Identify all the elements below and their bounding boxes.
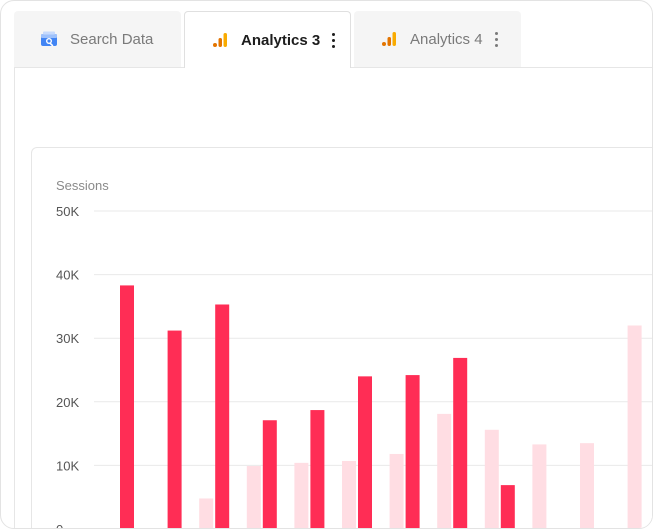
bar-primary[interactable] bbox=[120, 285, 134, 529]
bar-secondary[interactable] bbox=[342, 460, 356, 529]
bar-primary[interactable] bbox=[405, 375, 420, 529]
tab-bar: Search Data Analytics 3 Analytics 4 bbox=[14, 11, 652, 68]
tab-search-data[interactable]: Search Data bbox=[14, 11, 181, 67]
sessions-bar-chart: Sessions 0 10K 20K 30K 40K 50K bbox=[56, 178, 652, 529]
more-vertical-icon[interactable] bbox=[332, 32, 336, 48]
bar-primary[interactable] bbox=[500, 485, 515, 529]
y-tick-label: 0 bbox=[56, 522, 63, 529]
tab-analytics-3[interactable]: Analytics 3 bbox=[184, 11, 351, 68]
y-tick-label: 50K bbox=[56, 204, 79, 219]
y-tick-label: 10K bbox=[56, 458, 79, 473]
bar-primary[interactable] bbox=[215, 304, 230, 529]
more-vertical-icon[interactable] bbox=[494, 31, 498, 47]
y-axis-title: Sessions bbox=[56, 178, 109, 193]
y-tick-label: 20K bbox=[56, 395, 79, 410]
tab-label: Search Data bbox=[70, 30, 154, 48]
bar-secondary[interactable] bbox=[627, 325, 642, 529]
tab-analytics-4[interactable]: Analytics 4 bbox=[354, 11, 521, 67]
analytics-bars-icon bbox=[213, 33, 227, 47]
bar-secondary[interactable] bbox=[484, 429, 499, 529]
y-tick-label: 30K bbox=[56, 331, 79, 346]
bar-primary[interactable] bbox=[453, 357, 468, 529]
bar-secondary[interactable] bbox=[294, 462, 309, 529]
bar-primary[interactable] bbox=[167, 330, 182, 529]
tab-label: Analytics 4 bbox=[410, 30, 483, 48]
search-console-icon bbox=[41, 31, 57, 47]
sessions-chart-card: Sessions 0 10K 20K 30K 40K 50K bbox=[31, 147, 652, 529]
bar-secondary[interactable] bbox=[246, 466, 261, 529]
bar-secondary[interactable] bbox=[580, 443, 594, 529]
bar-primary[interactable] bbox=[358, 376, 372, 529]
bar-secondary[interactable] bbox=[532, 444, 547, 529]
bar-secondary[interactable] bbox=[437, 413, 452, 529]
y-tick-label: 40K bbox=[56, 268, 79, 283]
analytics-bars-icon bbox=[382, 32, 396, 46]
bar-primary[interactable] bbox=[310, 410, 325, 529]
bar-secondary[interactable] bbox=[389, 453, 404, 529]
tab-label: Analytics 3 bbox=[241, 31, 321, 49]
bar-primary[interactable] bbox=[262, 420, 277, 529]
bar-secondary[interactable] bbox=[199, 498, 214, 529]
